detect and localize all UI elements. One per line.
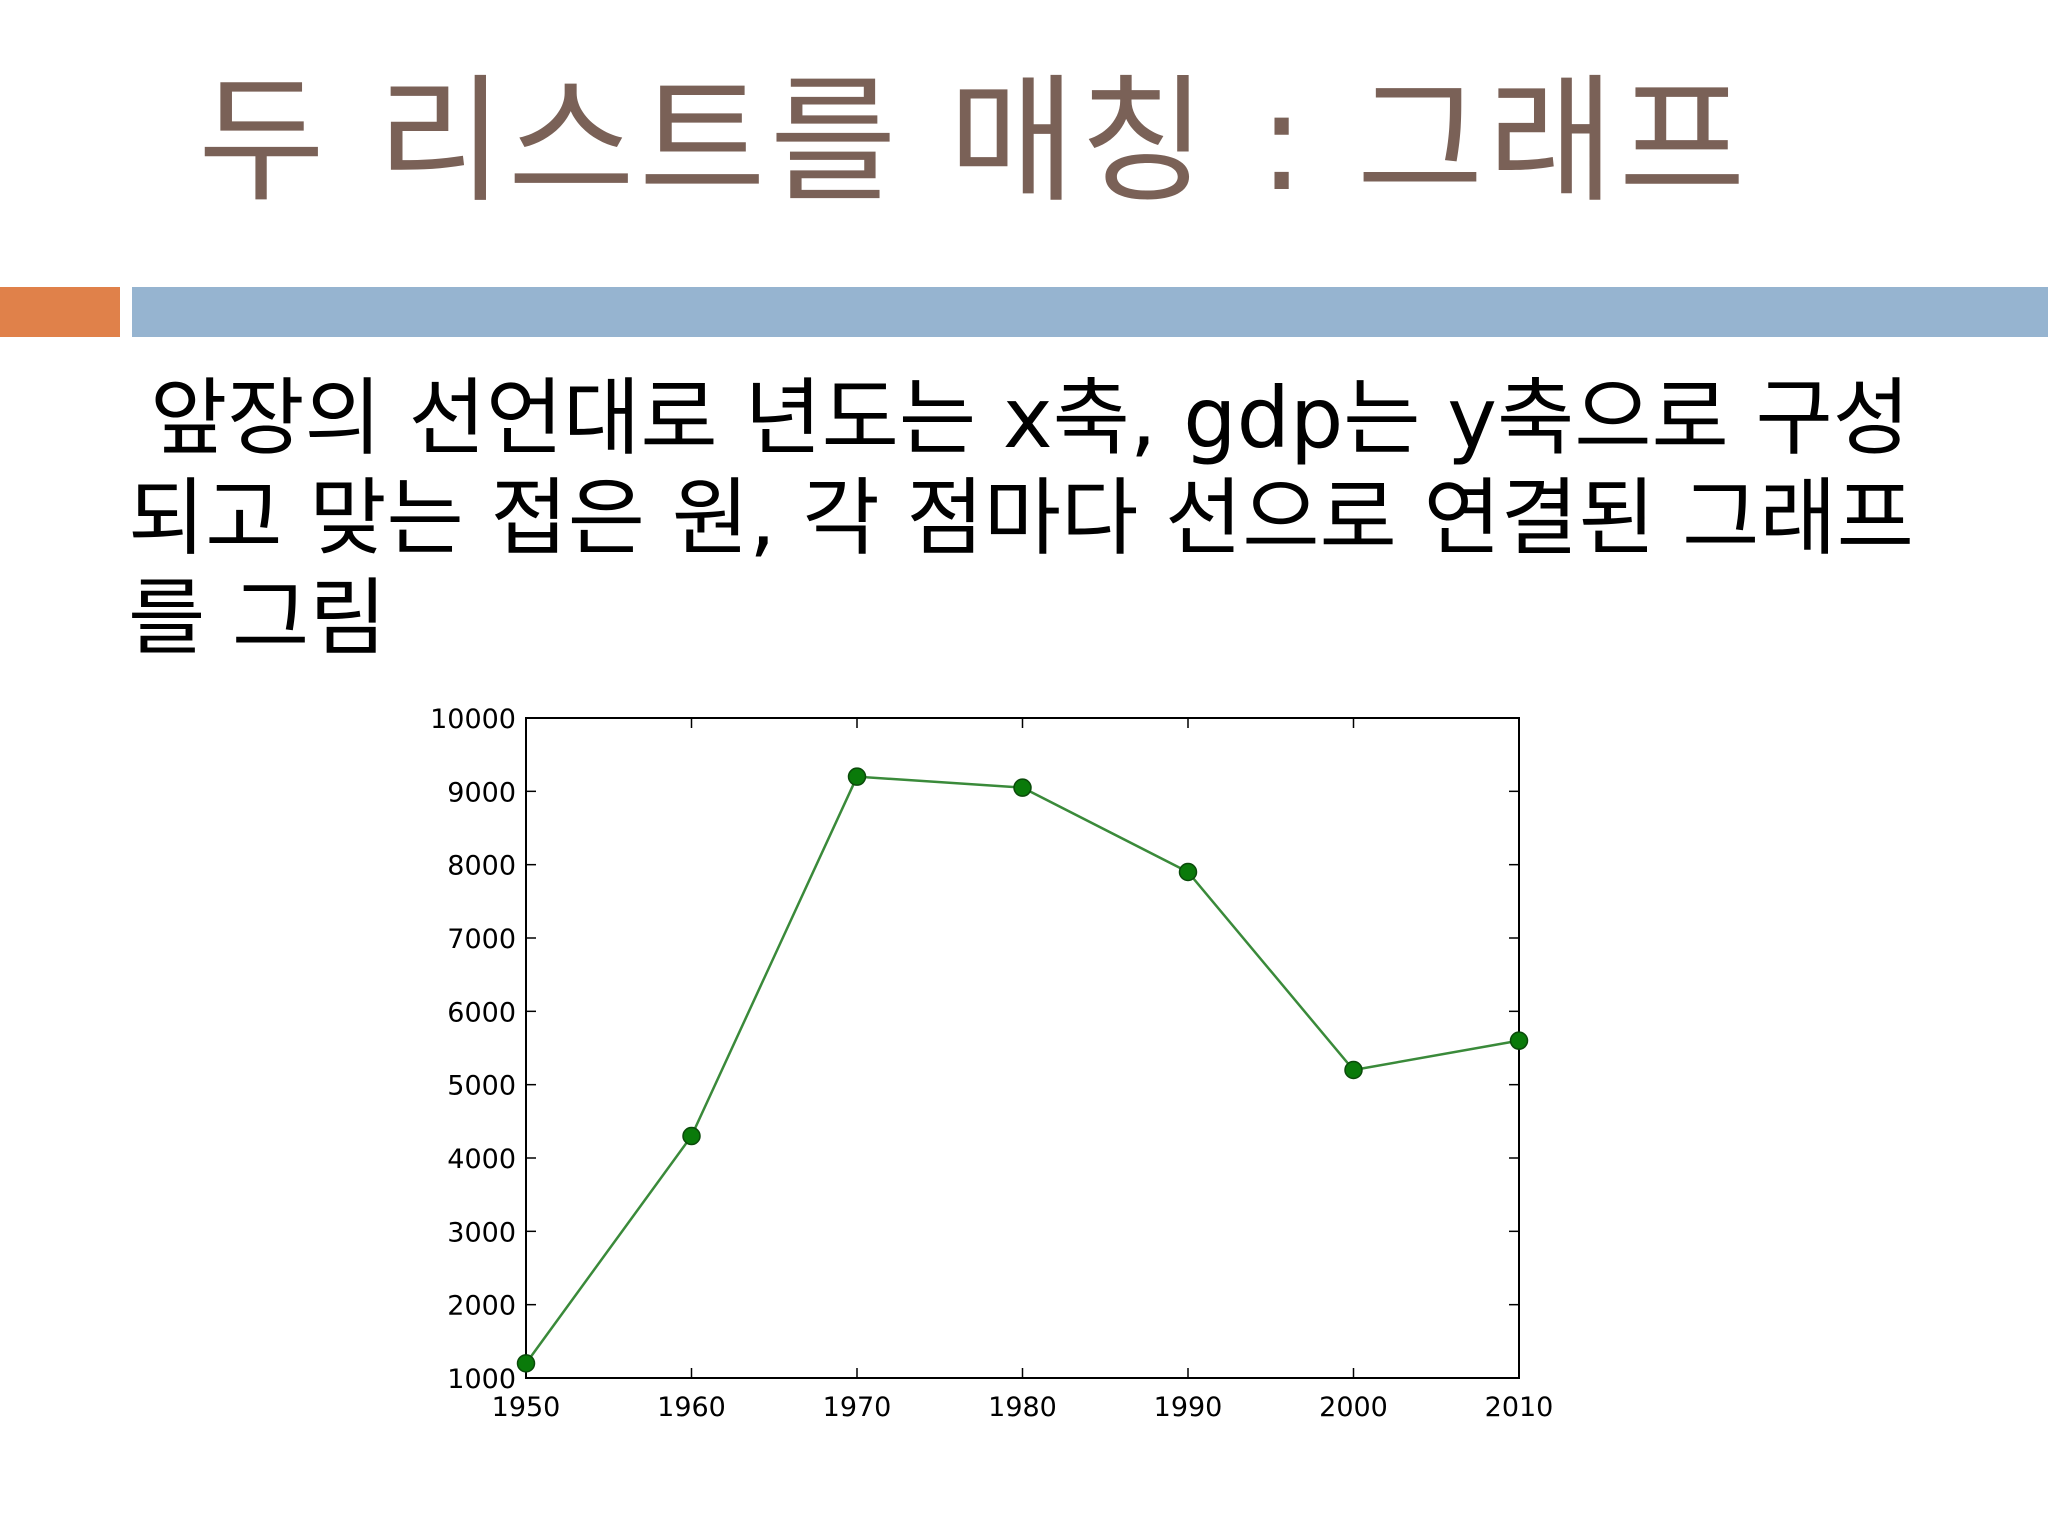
y-tick-label: 2000 <box>447 1291 516 1322</box>
accent-bar-blue <box>132 287 2048 337</box>
data-point <box>847 767 867 786</box>
x-tick-label: 1980 <box>988 1392 1057 1423</box>
slide-title: 두 리스트를 매칭 : 그래프 <box>198 61 1750 222</box>
y-tick-label: 4000 <box>447 1144 516 1175</box>
y-tick-label: 5000 <box>447 1071 516 1102</box>
x-tick-label: 2000 <box>1319 1392 1388 1423</box>
plot-area <box>525 717 1520 1379</box>
x-tick-label: 1990 <box>1154 1392 1223 1423</box>
x-tick-label: 1950 <box>492 1392 561 1423</box>
y-tick-label: 7000 <box>447 924 516 955</box>
data-point <box>1344 1060 1363 1080</box>
x-tick-label: 2010 <box>1485 1392 1554 1423</box>
y-tick-label: 9000 <box>447 777 516 808</box>
y-tick-label: 3000 <box>447 1217 516 1248</box>
accent-bar-orange <box>0 287 120 337</box>
body-text: 앞장의 선언대로 년도는 x축, gdp는 y축으로 구성되고 맞는 접은 원,… <box>128 369 1914 667</box>
y-tick-label: 10000 <box>430 704 516 735</box>
x-tick-label: 1970 <box>823 1392 892 1423</box>
data-point <box>1013 778 1032 797</box>
y-tick-label: 8000 <box>447 851 516 882</box>
y-tick-label: 1000 <box>447 1364 516 1395</box>
x-tick-label: 1960 <box>657 1392 726 1423</box>
data-point <box>1509 1031 1529 1050</box>
y-tick-label: 6000 <box>447 997 516 1028</box>
data-point <box>1178 862 1198 882</box>
data-point <box>682 1126 701 1146</box>
data-point <box>516 1354 536 1373</box>
